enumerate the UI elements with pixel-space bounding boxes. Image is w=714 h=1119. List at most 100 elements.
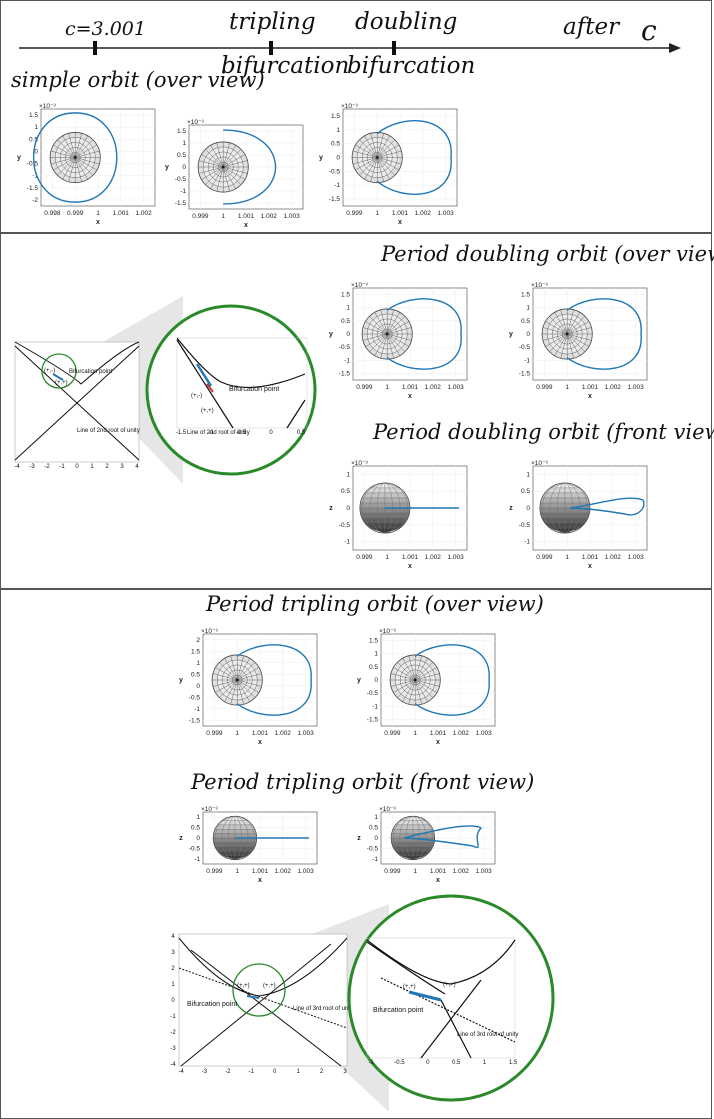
x-tick-label: 1.001 <box>392 210 409 217</box>
panel-simple-orbit: c=3.001 tripling bifurcation doubling bi… <box>0 0 712 233</box>
tick-label: 2 <box>171 966 175 972</box>
x-tick-label: 1.003 <box>297 868 314 875</box>
x-tick-label: 1.003 <box>475 868 492 875</box>
tick-label: 1 <box>90 464 94 470</box>
y-tick-label: 0.5 <box>521 318 530 325</box>
y-tick-label: 1 <box>526 305 530 312</box>
zoom-bifurcation-circle-3: Bifurcation point (+,+) (+,+) Line of 3r… <box>347 894 555 1102</box>
period-doubling-front-title: Period doubling orbit (front view) <box>373 420 714 444</box>
y-tick-label: 0 <box>182 164 186 171</box>
x-tick-label: 1.002 <box>453 868 470 875</box>
orbit-path <box>223 129 277 205</box>
tick-label: 3 <box>120 464 124 470</box>
tick-label: -0.5 <box>394 1060 405 1066</box>
sphere <box>197 141 249 193</box>
y-tick-label: -0.5 <box>367 845 379 852</box>
tick-label: 0 <box>171 998 175 1004</box>
y-axis-label: z <box>357 835 361 842</box>
y-tick-label: 1 <box>336 127 340 134</box>
x-axis-label: x <box>588 563 592 570</box>
y-tick-label: 0.5 <box>177 152 186 159</box>
y-tick-label: -1 <box>524 357 530 364</box>
y-tick-label: -1 <box>32 173 38 180</box>
x-axis-label: x <box>436 739 440 746</box>
tick-label: 4 <box>135 464 139 470</box>
tick-label: -4 <box>14 464 20 470</box>
exponent-label: ×10⁻³ <box>531 282 548 289</box>
y-tick-label: 0 <box>526 331 530 338</box>
timeline-axis <box>19 41 681 55</box>
zoom3-bifurcation-point-label: Bifurcation point <box>373 1007 423 1014</box>
x-tick-label: 1.001 <box>252 868 269 875</box>
x-axis-label: x <box>408 393 412 400</box>
exponent-label: ×10⁻³ <box>379 628 396 635</box>
tick-label: 0 <box>426 1060 430 1066</box>
tripling-front-plot-2: 0.999 1 1.001 1.002 1.003 1 0.5 0 -0.5 -1 ×10⁻³ x z <box>351 804 501 884</box>
y-tick-label: 0 <box>346 505 350 512</box>
exponent-label: ×10⁻³ <box>201 806 218 813</box>
tick-label: 0.5 <box>452 1060 461 1066</box>
x-tick-label: 0.999 <box>356 554 373 561</box>
x-tick-label: 0.999 <box>206 868 223 875</box>
y-tick-label: 1 <box>374 814 378 821</box>
small3-bifurcation-point-label: Bifurcation point <box>187 1001 237 1008</box>
y-tick-label: 1.5 <box>177 128 186 135</box>
tick-label: 0 <box>75 464 79 470</box>
tripling-front-plot-1: 0.999 1 1.001 1.002 1.003 1 0.5 0 -0.5 -1 ×10⁻³ x z <box>173 804 323 884</box>
tick-label: 3 <box>171 950 175 956</box>
x-tick-label: 0.998 <box>44 210 61 217</box>
x-tick-label: 1.001 <box>402 384 419 391</box>
x-tick-label: 1.001 <box>582 384 599 391</box>
x-tick-label: 0.999 <box>384 730 401 737</box>
y-tick-label: 0.5 <box>331 141 340 148</box>
y-tick-label: -1 <box>180 188 186 195</box>
exponent-label: ×10⁻³ <box>531 460 548 467</box>
y-tick-label: -1.5 <box>27 185 39 192</box>
x-tick-label: 1.002 <box>605 554 622 561</box>
x-tick-label: 1.002 <box>135 210 152 217</box>
y-tick-label: -0.5 <box>519 344 531 351</box>
zoom3-pp-label-1: (+,+) <box>403 984 416 990</box>
y-tick-label: 1.5 <box>331 113 340 120</box>
panel-period-doubling: Period doubling orbit (over view) Period… <box>0 233 714 589</box>
y-axis-label: y <box>329 331 333 338</box>
exponent-label: ×10⁻³ <box>351 460 368 467</box>
tick-label: -2 <box>44 464 50 470</box>
y-tick-label: -1.5 <box>339 370 351 377</box>
small-zoom-circle-3 <box>232 963 286 1017</box>
x-tick-label: 1.002 <box>453 730 470 737</box>
exponent-label: ×10⁻³ <box>39 103 56 110</box>
sphere <box>212 815 258 861</box>
y-tick-label: -0.5 <box>189 694 201 701</box>
y-tick-label: 0.5 <box>369 664 378 671</box>
doubling-front-plot-1: 0.999 1 1.001 1.002 1.003 1 0.5 0 -0.5 -1 ×10⁻³ x z <box>323 458 473 570</box>
y-tick-label: 1 <box>182 140 186 147</box>
small3-pp-label-2: (+,+) <box>263 983 276 989</box>
tick-label: -1 <box>170 1014 176 1020</box>
y-tick-label: -0.5 <box>175 176 187 183</box>
x-tick-label: 0.999 <box>206 730 223 737</box>
after-label: after <box>563 14 620 40</box>
sphere <box>351 132 403 183</box>
y-tick-label: 1 <box>374 651 378 658</box>
zoom-line-label: Line of 2nd root of unity <box>187 430 250 436</box>
y-tick-label: 0.5 <box>341 488 350 495</box>
y-tick-label: 0 <box>374 835 378 842</box>
exponent-label: ×10⁻³ <box>187 119 204 126</box>
c-axis-symbol: c <box>641 14 657 47</box>
sphere <box>390 815 436 861</box>
y-axis-label: y <box>165 164 169 171</box>
y-tick-label: -1.5 <box>367 716 379 723</box>
sphere <box>541 308 593 360</box>
simple-orbit-title: simple orbit (over view) <box>11 68 265 92</box>
tick-label: -1 <box>59 464 65 470</box>
small3-y-ticks: 4 3 2 1 0 -1 -2 -3 -4 <box>170 934 176 1068</box>
y-axis-label: y <box>319 155 323 162</box>
zoom-pm-label: (+,-) <box>191 393 202 399</box>
x-axis-label: x <box>408 563 412 570</box>
tick-label: -3 <box>202 1069 208 1075</box>
simple-orbit-plot-3: 0.999 1 1.001 1.002 1.003 1.5 1 0.5 0 -0.5 -1 -1.5 ×… <box>313 101 463 226</box>
tick-label: -2 <box>225 1069 231 1075</box>
x-tick-label: 1.001 <box>113 210 130 217</box>
x-tick-label: 1 <box>385 384 389 391</box>
